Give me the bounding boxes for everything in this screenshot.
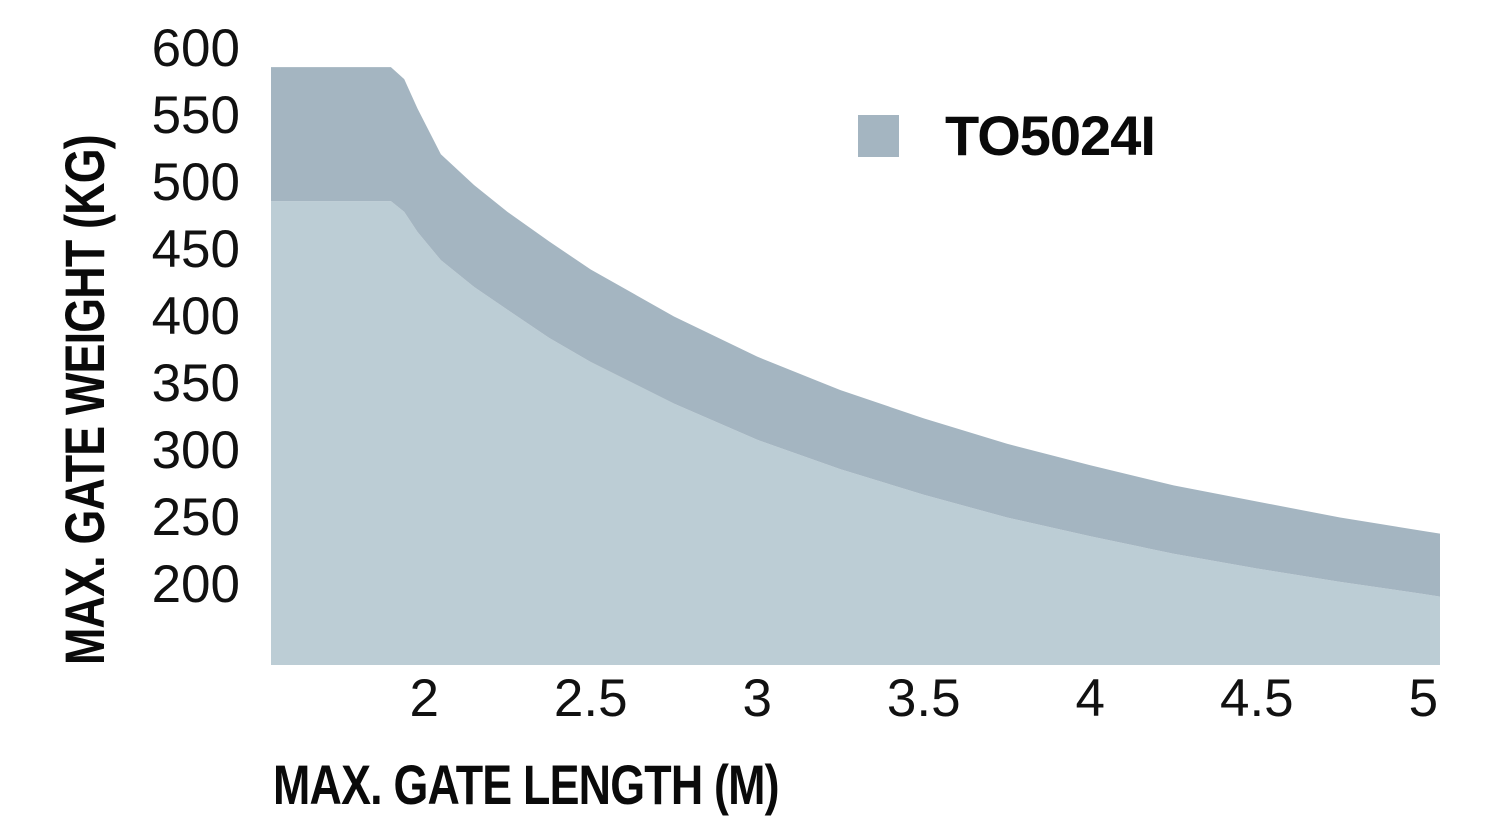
legend-label: TO5024I bbox=[945, 104, 1156, 167]
x-tick-label-5: 5 bbox=[1409, 669, 1438, 728]
y-tick-label-550: 550 bbox=[152, 86, 240, 145]
y-tick-label-450: 450 bbox=[152, 220, 240, 279]
y-tick-label-300: 300 bbox=[152, 421, 240, 480]
y-tick-label-500: 500 bbox=[152, 153, 240, 212]
x-tick-label-3.5: 3.5 bbox=[887, 669, 961, 728]
x-tick-label-3: 3 bbox=[743, 669, 772, 728]
y-tick-label-400: 400 bbox=[152, 287, 240, 346]
y-tick-label-600: 600 bbox=[152, 19, 240, 78]
series-area-lower bbox=[271, 201, 1440, 665]
x-tick-label-2: 2 bbox=[409, 669, 438, 728]
series-area-upper bbox=[271, 67, 1440, 597]
legend: TO5024I bbox=[858, 104, 1156, 167]
x-tick-label-2.5: 2.5 bbox=[554, 669, 628, 728]
x-tick-label-4.5: 4.5 bbox=[1220, 669, 1294, 728]
x-axis-title: MAX. GATE LENGTH (M) bbox=[273, 753, 780, 816]
legend-swatch-icon bbox=[858, 115, 899, 157]
x-tick-label-4: 4 bbox=[1076, 669, 1105, 728]
y-tick-label-200: 200 bbox=[152, 555, 240, 614]
y-axis-title: MAX. GATE WEIGHT (KG) bbox=[53, 135, 116, 665]
y-tick-label-350: 350 bbox=[152, 354, 240, 413]
y-tick-label-250: 250 bbox=[152, 488, 240, 547]
